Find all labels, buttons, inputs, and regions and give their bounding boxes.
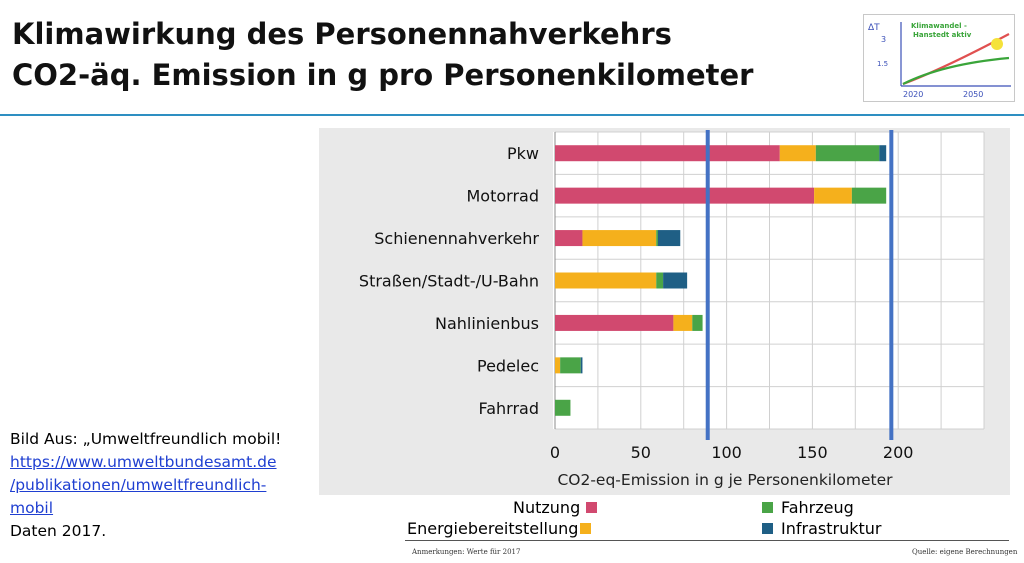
category-label-schienennahverkehr: Schienennahverkehr	[374, 229, 539, 248]
bar-schienennahverkehr-nutzung	[555, 230, 583, 247]
image-source: Bild Aus: „Umweltfreundlich mobil! https…	[10, 428, 315, 543]
logo-x-tick-left: 2020	[903, 90, 923, 99]
legend-item-nutzung: Nutzung	[513, 498, 598, 517]
bar-motorrad-energiebereitstellung	[814, 187, 852, 204]
bar-schienennahverkehr-fahrzeug	[656, 230, 658, 247]
legend-label-energie: Energiebereitstellung	[407, 519, 579, 538]
legend-label-nutzung: Nutzung	[513, 498, 581, 517]
bar-schienennahverkehr-infrastruktur	[657, 230, 681, 247]
source-link-part-2: /publikationen/umweltfreundlich-	[10, 476, 267, 494]
footer-divider	[405, 540, 1009, 541]
legend-swatch-fahrzeug	[762, 502, 773, 513]
climate-logo: ΔT 3 1.5 Klimawandel - Hanstedt aktiv 20…	[863, 14, 1015, 102]
bar-stra-en-stadt-u-bahn-fahrzeug	[656, 272, 664, 289]
logo-x-tick-right: 2050	[963, 90, 983, 99]
x-tick-150: 150	[797, 443, 828, 462]
logo-y-tick-top: 3	[881, 35, 886, 44]
category-label-pkw: Pkw	[507, 144, 539, 163]
legend-item-energie: Energiebereitstellung	[407, 519, 592, 538]
legend-swatch-nutzung	[586, 502, 598, 513]
x-axis-label: CO2-eq-Emission in g je Personenkilomete…	[557, 471, 893, 489]
bar-pedelec-infrastruktur	[580, 357, 583, 374]
bar-pkw-infrastruktur	[879, 145, 887, 162]
bar-stra-en-stadt-u-bahn-energiebereitstellung	[555, 272, 657, 289]
legend-item-infrastruktur: Infrastruktur	[762, 519, 881, 538]
category-label-fahrrad: Fahrrad	[478, 399, 539, 418]
logo-text-1: Klimawandel -	[911, 22, 967, 30]
x-tick-50: 50	[631, 443, 651, 462]
bar-motorrad-nutzung	[555, 187, 815, 204]
logo-frame	[863, 14, 1015, 102]
legend-item-fahrzeug: Fahrzeug	[762, 498, 854, 517]
x-tick-200: 200	[883, 443, 914, 462]
legend-label-fahrzeug: Fahrzeug	[781, 498, 854, 517]
bar-stra-en-stadt-u-bahn-infrastruktur	[663, 272, 688, 289]
bar-schienennahverkehr-energiebereitstellung	[582, 230, 657, 247]
source-link[interactable]: https://www.umweltbundesamt.de /publikat…	[10, 451, 315, 520]
bar-fahrrad-fahrzeug	[555, 399, 571, 416]
bar-pkw-energiebereitstellung	[779, 145, 816, 162]
legend-swatch-infrastruktur	[762, 523, 773, 534]
category-label-pedelec: Pedelec	[477, 356, 539, 375]
page-title: Klimawirkung des Personennahverkehrs CO2…	[12, 14, 753, 96]
category-label-motorrad: Motorrad	[467, 187, 540, 206]
source-line-1: Bild Aus: „Umweltfreundlich mobil!	[10, 430, 282, 448]
source-link-part-1: https://www.umweltbundesamt.de	[10, 453, 277, 471]
bar-nahlinienbus-nutzung	[555, 314, 674, 331]
bar-nahlinienbus-fahrzeug	[692, 314, 703, 331]
bar-motorrad-fahrzeug	[851, 187, 887, 204]
category-label-stra-en-stadt-u-bahn: Straßen/Stadt-/U-Bahn	[359, 272, 539, 291]
source-line-2: Daten 2017.	[10, 522, 107, 540]
bar-pkw-nutzung	[555, 145, 780, 162]
logo-y-tick-mid: 1.5	[877, 60, 888, 68]
bar-pedelec-fahrzeug	[560, 357, 581, 374]
bar-pkw-fahrzeug	[815, 145, 880, 162]
legend-label-infrastruktur: Infrastruktur	[781, 519, 882, 538]
bar-pedelec-energiebereitstellung	[555, 357, 561, 374]
logo-target-curve	[902, 56, 1010, 85]
footer-note: Anmerkungen: Werte für 2017	[412, 548, 521, 556]
smiley-icon	[991, 38, 1003, 50]
category-label-nahlinienbus: Nahlinienbus	[435, 314, 539, 333]
x-tick-0: 0	[550, 443, 560, 462]
footer-source: Quelle: eigene Berechnungen	[912, 548, 1018, 556]
logo-text-2: Hanstedt aktiv	[913, 31, 972, 39]
logo-y-label: ΔT	[868, 23, 880, 33]
title-line-1: Klimawirkung des Personennahverkehrs	[12, 17, 672, 51]
emissions-chart: Pkw Motorrad Schienennahverkehr Straßen/Sta…	[359, 130, 985, 489]
source-link-part-3: mobil	[10, 499, 54, 517]
x-tick-100: 100	[711, 443, 742, 462]
legend-swatch-energie	[580, 523, 592, 534]
bar-nahlinienbus-energiebereitstellung	[673, 314, 693, 331]
title-divider	[0, 114, 1024, 116]
title-line-2: CO2-äq. Emission in g pro Personenkilome…	[12, 58, 754, 92]
